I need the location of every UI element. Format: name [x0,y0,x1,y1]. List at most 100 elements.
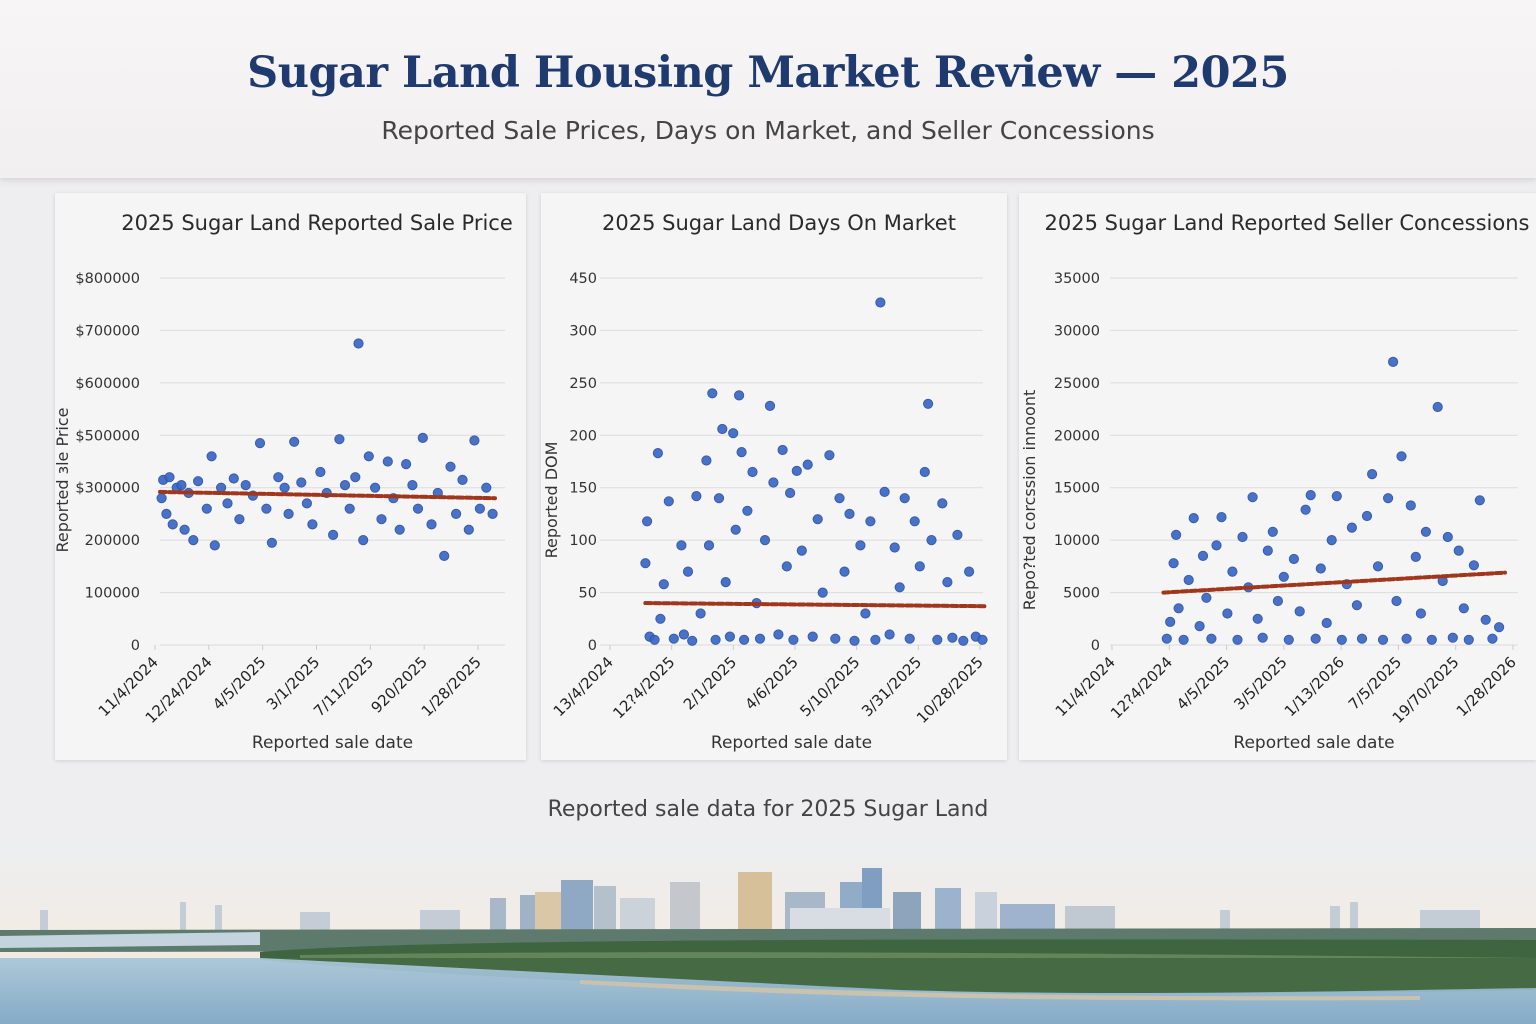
data-point [1315,563,1326,574]
data-point [730,524,741,535]
y-tick-label: $300000 [75,481,140,497]
data-point [1183,574,1194,586]
x-tick-label: 4/5/2025 [1173,653,1233,713]
data-point [655,613,666,624]
data-point [1252,613,1263,624]
y-tick-label: 15000 [1054,481,1100,497]
data-point [1310,633,1321,644]
data-point [1346,522,1358,533]
data-point [754,633,766,644]
data-point [1283,634,1294,645]
data-point [334,434,345,445]
data-point [350,472,361,483]
data-point [1494,622,1505,633]
data-point [315,466,326,478]
data-point [1487,633,1498,644]
data-point [1173,603,1184,614]
data-point [1377,634,1389,645]
data-point [724,631,736,642]
data-point [788,634,799,645]
data-point [717,423,728,435]
data-point [844,508,855,520]
data-point [1247,492,1258,503]
data-point [952,529,963,541]
y-tick-label: 200000 [85,533,140,549]
data-point [339,480,351,491]
data-point [201,503,212,514]
y-tick-label: 200 [569,428,597,444]
data-point [445,461,456,472]
data-point [764,400,776,411]
data-point [1361,510,1373,522]
data-point [977,634,988,645]
data-point [188,535,199,546]
y-tick-label: 0 [1091,638,1100,654]
data-point [382,456,393,467]
chart-title: 2025 Sugar Land Reported Seller Concessi… [1045,211,1530,235]
data-point [658,579,669,590]
data-point [768,477,779,488]
data-point [487,508,498,520]
y-tick-label: 30000 [1054,323,1100,339]
data-point [802,459,813,470]
data-point [926,535,937,546]
data-point [834,493,845,504]
data-point [728,428,739,439]
data-point [904,633,915,644]
y-tick-label: $600000 [75,376,140,392]
data-point [713,493,725,504]
y-tick-label: 0 [588,638,597,654]
data-point [254,438,266,449]
y-axis-title: Reported DOM [542,442,561,559]
city-skyline-image [0,840,1536,1024]
data-point [824,450,835,461]
data-point [652,448,664,459]
data-point [817,587,828,598]
data-point [463,524,474,535]
data-point [1227,566,1238,577]
data-point [176,480,187,491]
data-point [678,629,690,640]
data-point [914,561,925,572]
data-point [1351,600,1363,611]
panel-seller-concessions [1019,193,1536,760]
data-point [1211,540,1222,551]
data-point [164,472,175,483]
footer-caption: Reported sale data for 2025 Sugar Land [547,797,989,822]
y-tick-label: 50 [579,586,597,602]
data-point [773,629,784,640]
data-point [417,432,428,443]
data-point [307,519,318,530]
data-point [1336,634,1347,645]
data-point [358,535,369,546]
data-point [923,398,934,409]
y-tick-label: 100 [569,533,597,549]
data-point [1194,621,1205,632]
data-point [1168,558,1179,569]
data-point [695,608,706,619]
data-point [894,582,905,593]
data-point [1372,561,1384,572]
data-point [879,486,890,497]
data-point [1388,356,1399,367]
data-point [1257,632,1268,643]
data-point [1206,633,1217,644]
data-point [1321,617,1332,629]
data-point [167,519,178,530]
data-point [947,632,958,643]
chart-sale-price: 2025 Sugar Land Reported Sale Price 0 1000… [53,211,513,753]
data-point [1222,608,1233,619]
panel-days-on-market [541,193,1007,760]
x-tick-label: 1/13/2026 [1281,653,1348,720]
data-point [747,466,758,478]
data-point [474,503,485,514]
data-point [932,634,943,645]
data-point [1278,571,1289,582]
data-point [1391,595,1402,607]
data-point [1410,551,1421,563]
data-point [785,487,796,499]
data-point [161,508,172,520]
data-point [1232,634,1243,645]
data-point [1367,469,1378,480]
data-point [899,493,910,504]
